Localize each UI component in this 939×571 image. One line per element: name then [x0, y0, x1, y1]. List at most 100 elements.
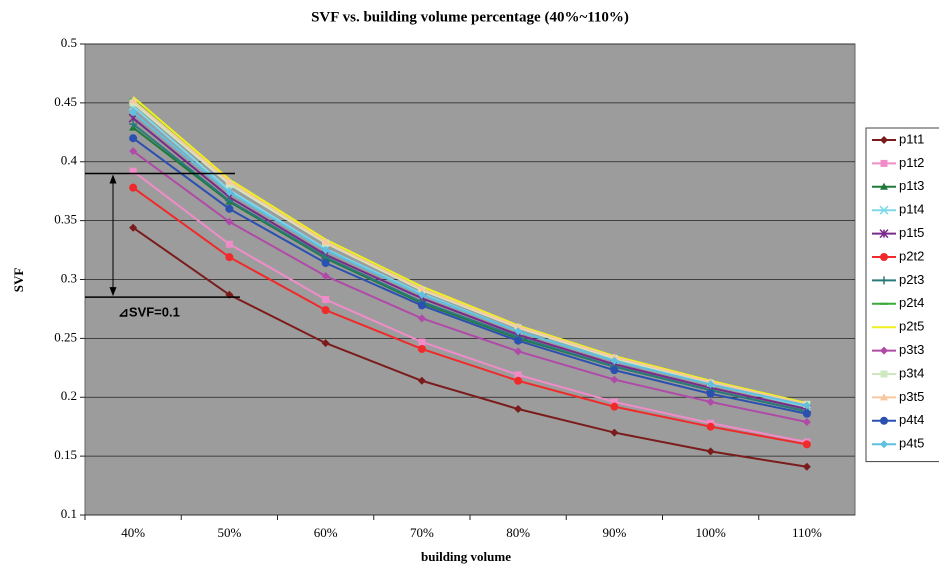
marker — [129, 120, 138, 129]
marker — [802, 417, 811, 426]
y-tick-label: 0.2 — [61, 388, 77, 403]
marker — [129, 147, 138, 156]
marker — [610, 375, 619, 384]
marker — [321, 246, 330, 255]
marker — [610, 402, 619, 411]
marker — [706, 447, 715, 456]
marker — [129, 183, 138, 192]
chart-title: SVF vs. building volume percentage (40%~… — [311, 9, 629, 25]
marker — [610, 398, 618, 406]
x-tick-label: 90% — [602, 525, 626, 540]
marker — [802, 409, 811, 418]
marker — [610, 428, 619, 437]
marker — [514, 336, 523, 345]
marker — [514, 347, 523, 356]
legend-label: p2t3 — [899, 272, 924, 287]
legend: p1t1 p1t2 p1t3 p1t4 p1t5 p2t2 p2t3 p2t4 p2t5 p3t3… — [865, 127, 939, 463]
legend-marker — [880, 253, 888, 261]
marker — [321, 339, 330, 348]
y-tick-label: 0.3 — [61, 270, 77, 285]
legend-marker — [880, 159, 888, 167]
series-line — [132, 123, 808, 413]
marker — [321, 271, 330, 280]
marker — [129, 96, 138, 104]
series-line — [132, 150, 808, 423]
x-tick-label: 60% — [314, 525, 338, 540]
x-tick-label: 110% — [792, 525, 822, 540]
x-tick-label: 100% — [695, 525, 726, 540]
legend-marker — [880, 276, 888, 285]
y-tick-label: 0.15 — [54, 447, 77, 462]
series-line — [132, 111, 808, 407]
marker — [802, 440, 811, 449]
legend-label: p3t3 — [899, 342, 924, 357]
y-tick-label: 0.1 — [61, 506, 77, 521]
marker — [225, 217, 234, 226]
marker — [321, 259, 330, 268]
legend-marker — [880, 370, 888, 378]
x-tick-label: 50% — [217, 525, 241, 540]
arrow-head — [109, 174, 117, 184]
marker — [225, 188, 234, 197]
legend-box — [865, 127, 939, 463]
series-line — [132, 102, 808, 406]
arrow-head — [109, 287, 117, 297]
marker — [417, 314, 426, 323]
marker — [802, 462, 811, 471]
marker — [418, 338, 426, 346]
series-line — [132, 186, 808, 446]
marker — [514, 376, 523, 385]
marker — [225, 204, 234, 213]
legend-label: p4t4 — [899, 412, 924, 427]
marker — [706, 389, 715, 398]
marker — [802, 401, 811, 410]
marker — [610, 366, 619, 375]
marker — [417, 376, 426, 385]
legend-label: p1t1 — [899, 131, 924, 146]
legend-marker — [880, 346, 888, 355]
legend-marker — [879, 205, 889, 215]
series-line — [132, 226, 808, 468]
legend-label: p2t4 — [899, 295, 924, 310]
y-tick-label: 0.4 — [61, 153, 78, 168]
legend-label: p1t3 — [899, 178, 924, 193]
y-axis-label: SVF — [11, 268, 26, 293]
marker — [514, 327, 523, 336]
marker — [225, 240, 233, 248]
x-tick-label: 80% — [506, 525, 530, 540]
legend-label: p1t5 — [899, 225, 924, 240]
y-tick-label: 0.35 — [54, 212, 77, 227]
legend-marker — [880, 440, 888, 449]
legend-marker — [880, 393, 888, 401]
x-tick-label: 40% — [121, 525, 145, 540]
marker — [610, 356, 619, 365]
legend-label: p2t2 — [899, 248, 924, 263]
marker — [417, 290, 426, 299]
marker — [129, 167, 137, 175]
marker — [610, 353, 619, 361]
legend-label: p1t2 — [899, 155, 924, 170]
series-line — [132, 170, 808, 443]
series-line — [132, 96, 808, 405]
legend-marker — [879, 229, 889, 239]
legend-label: p1t4 — [899, 202, 924, 217]
annotation-text: ⊿SVF=0.1 — [118, 305, 180, 320]
marker — [417, 284, 426, 292]
y-tick-label: 0.45 — [54, 94, 77, 109]
marker — [514, 405, 523, 414]
marker — [417, 344, 426, 353]
marker — [321, 306, 330, 315]
legend-label: p3t5 — [899, 389, 924, 404]
legend-marker — [880, 416, 888, 425]
marker — [321, 237, 330, 245]
legend-marker — [880, 136, 888, 144]
y-tick-label: 0.25 — [54, 329, 77, 344]
marker — [129, 134, 138, 143]
legend-label: p4t5 — [899, 436, 924, 451]
marker — [225, 253, 234, 262]
y-tick-label: 0.5 — [61, 35, 77, 50]
marker — [129, 108, 138, 117]
x-axis-label: building volume — [421, 549, 511, 564]
marker — [417, 301, 426, 310]
